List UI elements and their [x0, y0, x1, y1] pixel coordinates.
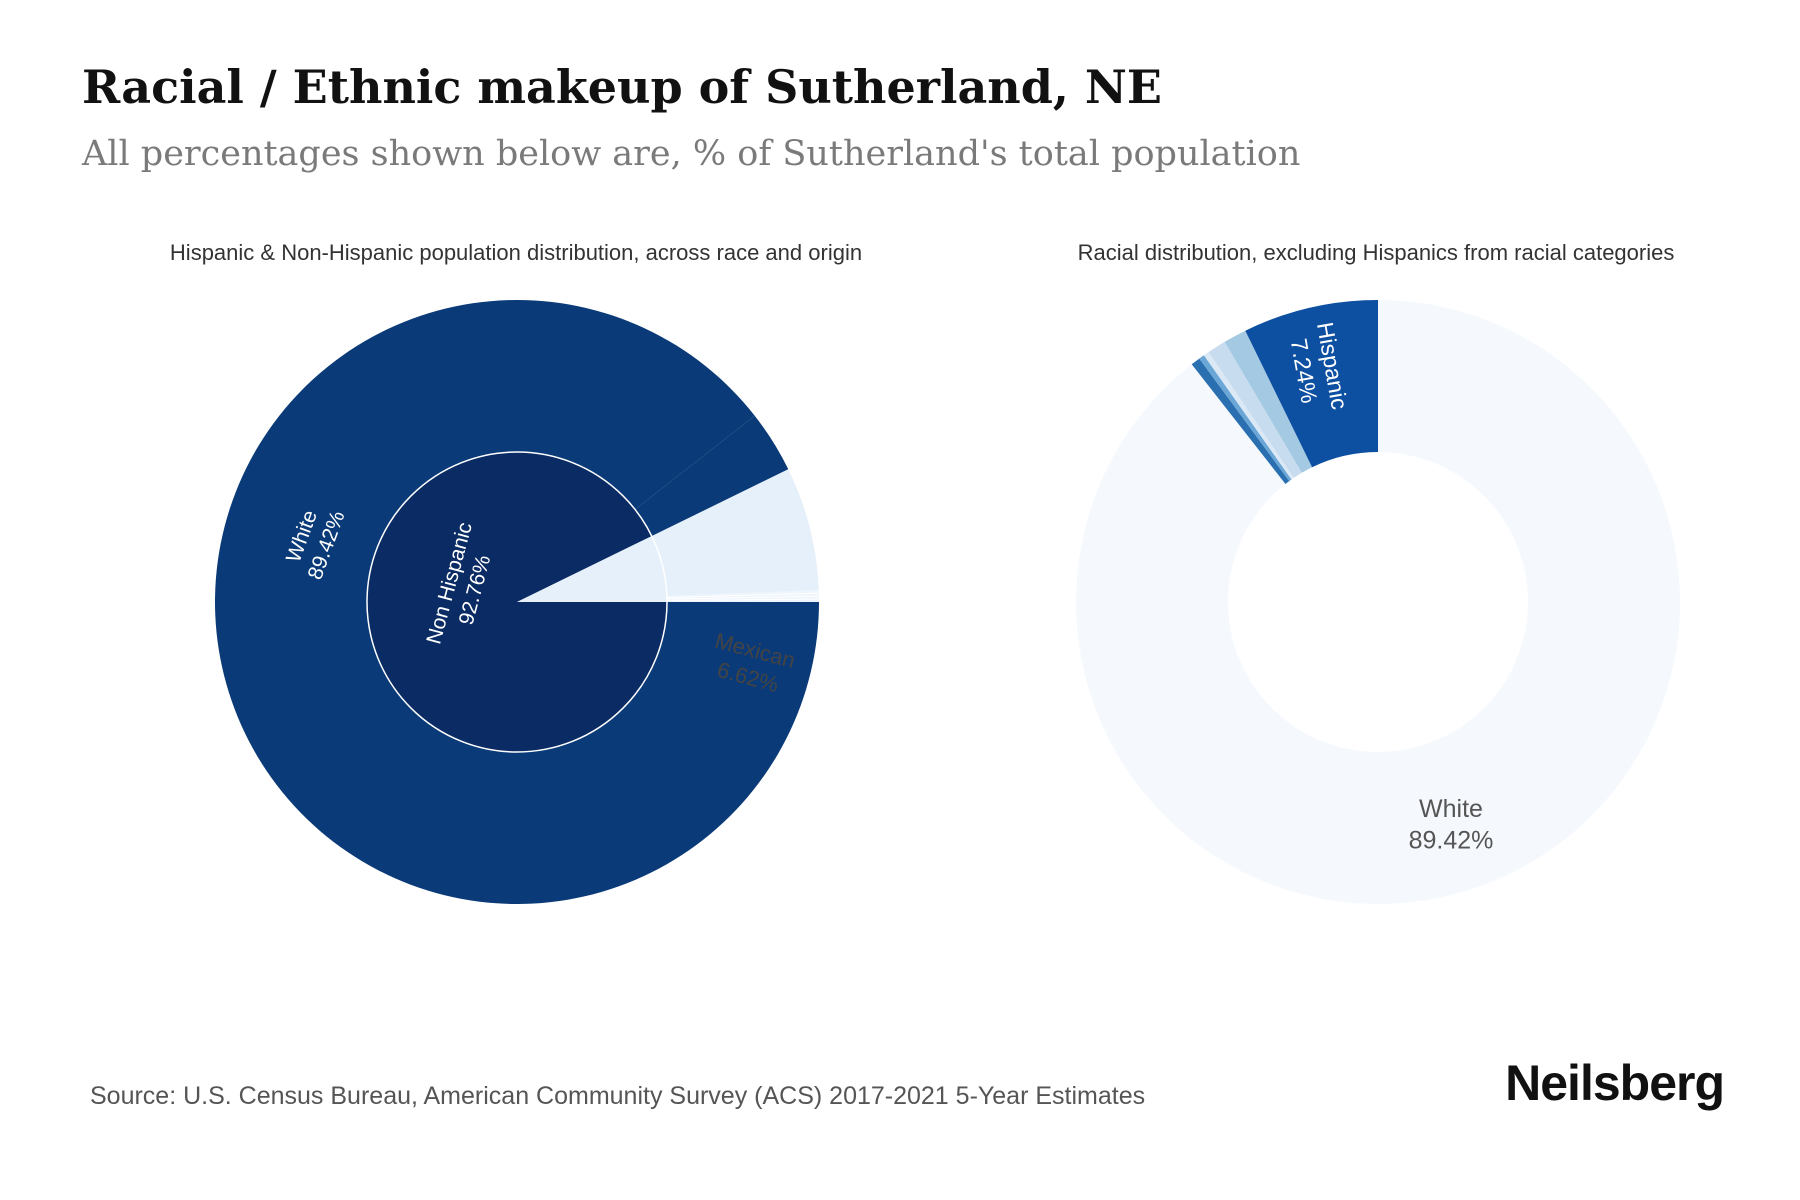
inner-slice-1	[517, 536, 667, 602]
inner-slice-0	[367, 452, 667, 753]
small-slice-divider	[666, 598, 819, 602]
outer-slice-1	[635, 415, 789, 537]
donut-slice-5	[1224, 330, 1313, 473]
sunburst-chart: Non Hispanic92.76%White89.42%Mexican6.62…	[214, 300, 819, 904]
donut-slice-2	[1199, 355, 1292, 482]
donut-chart: Hispanic7.24%White 89.42%	[1076, 300, 1681, 904]
donut-slice-3	[1203, 352, 1294, 480]
inner-ring-border	[366, 451, 668, 753]
donut-slice-6	[1245, 300, 1378, 468]
donut-slice-4	[1208, 341, 1302, 478]
small-slice-divider	[666, 595, 819, 600]
label-white-donut: White 89.42%	[1409, 795, 1494, 854]
page-subtitle: All percentages shown below are, % of Su…	[82, 134, 1301, 174]
outer-slice-0	[214, 300, 819, 904]
right-chart-title: Racial distribution, excluding Hispanics…	[1077, 240, 1675, 265]
donut-slice-0	[1076, 300, 1681, 904]
source-note: Source: U.S. Census Bureau, American Com…	[90, 1082, 1146, 1110]
left-chart-title: Hispanic & Non-Hispanic population distr…	[169, 240, 863, 265]
small-slice-divider	[666, 592, 819, 599]
brand-logo: Neilsberg	[1505, 1055, 1725, 1111]
outer-slice-2	[651, 469, 819, 597]
page-title: Racial / Ethnic makeup of Sutherland, NE	[82, 60, 1162, 114]
donut-slice-1	[1191, 358, 1290, 484]
